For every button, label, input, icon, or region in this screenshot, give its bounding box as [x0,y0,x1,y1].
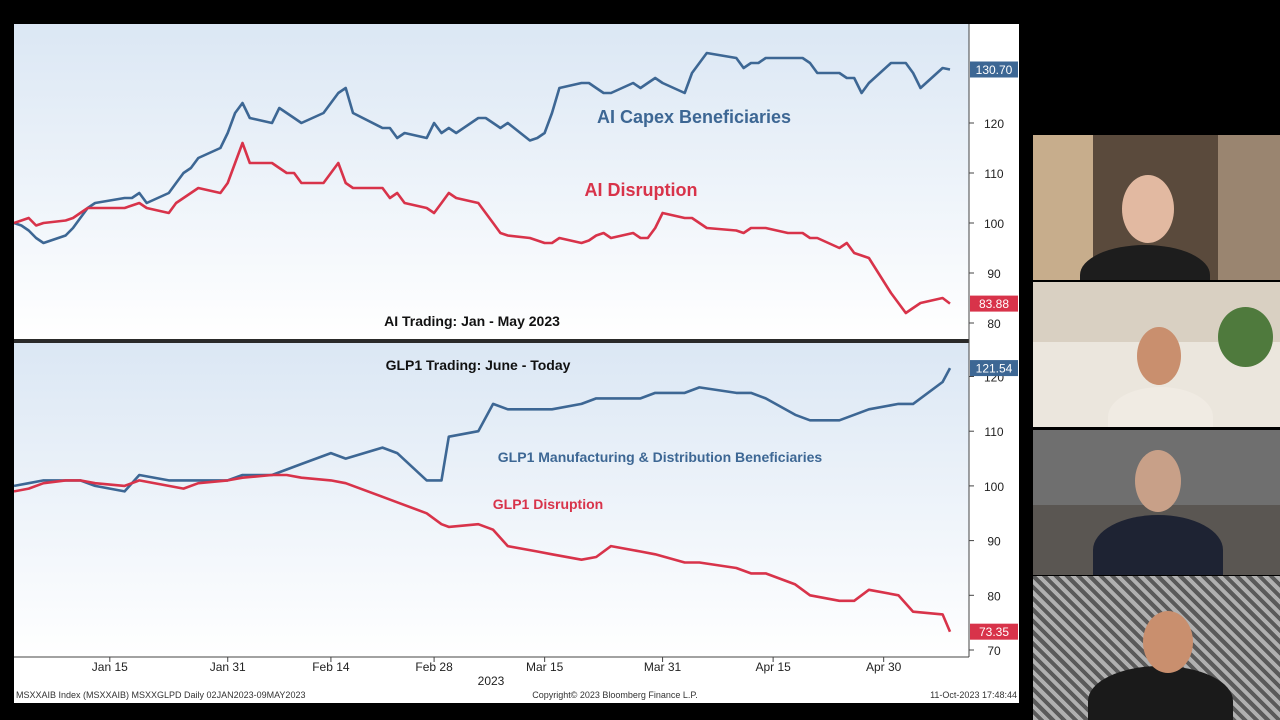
bottom-last-value-label: 121.54 [976,362,1013,376]
tile-1-person-head [1122,175,1174,243]
bottom-y-tick-label: 70 [987,644,1001,658]
footer-copyright: Copyright© 2023 Bloomberg Finance L.P. [532,690,698,700]
bottom-annotation-beneficiaries: GLP1 Manufacturing & Distribution Benefi… [498,449,823,465]
top-y-tick-label: 110 [984,167,1003,181]
bottom-series-line-beneficiaries [14,367,952,493]
x-tick-label: Mar 31 [644,660,682,674]
top-y-tick-label: 80 [987,317,1001,331]
chart-svg: 80 90 100 110 120 130.70 83.88 70 80 90 100 110 120… [14,24,1018,700]
bottom-y-tick-label: 80 [987,589,1001,603]
tile-2-person-body [1108,387,1213,427]
tile-2-plant [1218,307,1273,367]
tile-4-person-head [1143,611,1193,673]
bottom-annotation-disruption: GLP1 Disruption [493,496,603,512]
top-y-tick-label: 120 [984,117,1004,131]
top-last-value-badge [970,295,1018,312]
bottom-last-value-badge [970,360,1018,377]
top-chart-group: 80 90 100 110 120 130.70 83.88 [14,51,1018,331]
top-series-line-beneficiaries [14,51,951,245]
video-tile-participant-1 [1033,135,1280,280]
bottom-panel-background [14,343,969,657]
x-tick-label: Mar 15 [526,660,564,674]
top-last-value-badge [970,61,1018,78]
bottom-y-tick-label: 90 [987,535,1001,549]
top-annotation-capex: AI Capex Beneficiaries [597,107,791,127]
bottom-y-tick-label: 100 [984,480,1004,494]
bottom-series-line-disruption [14,473,952,633]
bottom-last-value-label: 73.35 [979,625,1009,639]
year-label: 2023 [478,674,505,688]
x-tick-label: Jan 31 [210,660,246,674]
top-y-tick-label: 100 [984,217,1004,231]
tile-4-person-body [1088,666,1233,720]
video-tile-participant-3 [1033,430,1280,575]
tile-1-person-body [1080,245,1210,280]
bottom-chart-title: GLP1 Trading: June - Today [386,357,571,373]
x-tick-label: Feb 14 [312,660,350,674]
bottom-last-value-badge [970,623,1018,640]
tile-2-person-head [1137,327,1181,385]
video-tile-participant-4 [1033,576,1280,720]
tile-1-background-right [1218,135,1280,280]
top-last-value-label: 130.70 [976,63,1013,77]
top-y-tick-label: 90 [987,267,1001,281]
video-tile-participant-2 [1033,282,1280,427]
x-tick-label: Feb 28 [415,660,453,674]
top-series-line-disruption [14,141,951,315]
top-chart-title: AI Trading: Jan - May 2023 [384,313,560,329]
chart-frame: 80 90 100 110 120 130.70 83.88 70 80 90 100 110 120… [14,24,1019,703]
x-tick-label: Apr 30 [866,660,902,674]
x-tick-label: Jan 15 [92,660,128,674]
tile-3-person-head [1135,450,1181,512]
top-annotation-disruption: AI Disruption [585,180,698,200]
x-axis-group: Jan 15 Jan 31 Feb 14 Feb 28 Mar 15 Mar 31 Apr … [92,657,902,674]
tile-1-background-left [1033,135,1093,280]
footer-timestamp: 11-Oct-2023 17:48:44 [930,690,1017,700]
x-tick-label: Apr 15 [755,660,791,674]
footer-index-text: MSXXAIB Index (MSXXAIB) MSXXGLPD Daily 0… [16,690,305,700]
tile-3-person-body [1093,515,1223,575]
panel-divider [14,339,969,343]
bottom-y-tick-label: 110 [984,425,1003,439]
top-last-value-label: 83.88 [979,297,1009,311]
top-panel-background [14,24,969,339]
